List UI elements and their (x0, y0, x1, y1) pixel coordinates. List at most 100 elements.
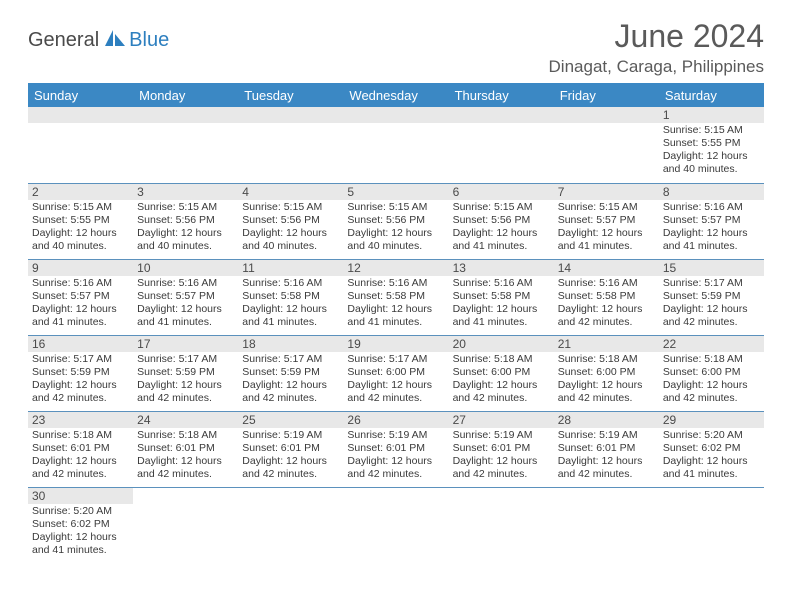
calendar-day-cell: 10Sunrise: 5:16 AMSunset: 5:57 PMDayligh… (133, 259, 238, 335)
calendar-day-cell: 21Sunrise: 5:18 AMSunset: 6:00 PMDayligh… (554, 335, 659, 411)
day-data: Sunrise: 5:20 AMSunset: 6:02 PMDaylight:… (32, 505, 129, 558)
day-data: Sunrise: 5:15 AMSunset: 5:56 PMDaylight:… (137, 201, 234, 254)
day-number: 5 (343, 184, 448, 200)
calendar-day-cell: 12Sunrise: 5:16 AMSunset: 5:58 PMDayligh… (343, 259, 448, 335)
day-number: 23 (28, 412, 133, 428)
day-data: Sunrise: 5:17 AMSunset: 5:59 PMDaylight:… (242, 353, 339, 406)
day-number: 9 (28, 260, 133, 276)
day-data: Sunrise: 5:16 AMSunset: 5:57 PMDaylight:… (32, 277, 129, 330)
day-number: 8 (659, 184, 764, 200)
calendar-week-row: 1Sunrise: 5:15 AMSunset: 5:55 PMDaylight… (28, 107, 764, 183)
calendar-day-cell: 7Sunrise: 5:15 AMSunset: 5:57 PMDaylight… (554, 183, 659, 259)
calendar-week-row: 9Sunrise: 5:16 AMSunset: 5:57 PMDaylight… (28, 259, 764, 335)
calendar-day-cell: 2Sunrise: 5:15 AMSunset: 5:55 PMDaylight… (28, 183, 133, 259)
day-number: 6 (449, 184, 554, 200)
calendar-day-cell: 5Sunrise: 5:15 AMSunset: 5:56 PMDaylight… (343, 183, 448, 259)
logo: General Blue (28, 28, 169, 53)
day-data: Sunrise: 5:16 AMSunset: 5:57 PMDaylight:… (663, 201, 760, 254)
day-number: 13 (449, 260, 554, 276)
calendar-table: SundayMondayTuesdayWednesdayThursdayFrid… (28, 83, 764, 563)
calendar-day-cell: 23Sunrise: 5:18 AMSunset: 6:01 PMDayligh… (28, 411, 133, 487)
day-data: Sunrise: 5:15 AMSunset: 5:56 PMDaylight:… (242, 201, 339, 254)
day-number-empty (343, 107, 448, 123)
day-number: 21 (554, 336, 659, 352)
calendar-day-cell: 28Sunrise: 5:19 AMSunset: 6:01 PMDayligh… (554, 411, 659, 487)
calendar-day-cell (659, 487, 764, 563)
calendar-day-cell: 4Sunrise: 5:15 AMSunset: 5:56 PMDaylight… (238, 183, 343, 259)
day-data: Sunrise: 5:19 AMSunset: 6:01 PMDaylight:… (347, 429, 444, 482)
day-data: Sunrise: 5:19 AMSunset: 6:01 PMDaylight:… (242, 429, 339, 482)
calendar-day-cell (343, 107, 448, 183)
calendar-day-cell: 14Sunrise: 5:16 AMSunset: 5:58 PMDayligh… (554, 259, 659, 335)
title-block: June 2024 Dinagat, Caraga, Philippines (549, 18, 764, 77)
day-number: 16 (28, 336, 133, 352)
day-number: 12 (343, 260, 448, 276)
calendar-day-cell: 27Sunrise: 5:19 AMSunset: 6:01 PMDayligh… (449, 411, 554, 487)
day-number: 25 (238, 412, 343, 428)
calendar-day-cell: 29Sunrise: 5:20 AMSunset: 6:02 PMDayligh… (659, 411, 764, 487)
day-number: 18 (238, 336, 343, 352)
calendar-day-cell: 11Sunrise: 5:16 AMSunset: 5:58 PMDayligh… (238, 259, 343, 335)
logo-text-general: General (28, 29, 99, 52)
day-number: 4 (238, 184, 343, 200)
calendar-day-cell (133, 107, 238, 183)
day-number: 11 (238, 260, 343, 276)
calendar-day-cell (133, 487, 238, 563)
calendar-day-cell: 18Sunrise: 5:17 AMSunset: 5:59 PMDayligh… (238, 335, 343, 411)
day-number: 27 (449, 412, 554, 428)
day-number: 29 (659, 412, 764, 428)
weekday-header: Friday (554, 83, 659, 107)
day-data: Sunrise: 5:19 AMSunset: 6:01 PMDaylight:… (558, 429, 655, 482)
day-data: Sunrise: 5:16 AMSunset: 5:58 PMDaylight:… (347, 277, 444, 330)
calendar-week-row: 30Sunrise: 5:20 AMSunset: 6:02 PMDayligh… (28, 487, 764, 563)
day-number: 2 (28, 184, 133, 200)
calendar-day-cell: 25Sunrise: 5:19 AMSunset: 6:01 PMDayligh… (238, 411, 343, 487)
calendar-day-cell: 9Sunrise: 5:16 AMSunset: 5:57 PMDaylight… (28, 259, 133, 335)
day-number: 17 (133, 336, 238, 352)
calendar-day-cell (554, 487, 659, 563)
day-data: Sunrise: 5:17 AMSunset: 6:00 PMDaylight:… (347, 353, 444, 406)
calendar-day-cell: 13Sunrise: 5:16 AMSunset: 5:58 PMDayligh… (449, 259, 554, 335)
day-number: 14 (554, 260, 659, 276)
calendar-day-cell: 1Sunrise: 5:15 AMSunset: 5:55 PMDaylight… (659, 107, 764, 183)
header: General Blue June 2024 Dinagat, Caraga, … (28, 18, 764, 77)
day-data: Sunrise: 5:18 AMSunset: 6:01 PMDaylight:… (137, 429, 234, 482)
day-data: Sunrise: 5:19 AMSunset: 6:01 PMDaylight:… (453, 429, 550, 482)
location: Dinagat, Caraga, Philippines (549, 57, 764, 77)
day-number: 15 (659, 260, 764, 276)
day-number: 19 (343, 336, 448, 352)
day-number: 26 (343, 412, 448, 428)
calendar-day-cell: 6Sunrise: 5:15 AMSunset: 5:56 PMDaylight… (449, 183, 554, 259)
calendar-day-cell: 26Sunrise: 5:19 AMSunset: 6:01 PMDayligh… (343, 411, 448, 487)
day-data: Sunrise: 5:17 AMSunset: 5:59 PMDaylight:… (32, 353, 129, 406)
day-data: Sunrise: 5:15 AMSunset: 5:56 PMDaylight:… (347, 201, 444, 254)
day-number-empty (449, 107, 554, 123)
weekday-header: Thursday (449, 83, 554, 107)
day-data: Sunrise: 5:18 AMSunset: 6:00 PMDaylight:… (558, 353, 655, 406)
calendar-day-cell: 8Sunrise: 5:16 AMSunset: 5:57 PMDaylight… (659, 183, 764, 259)
day-data: Sunrise: 5:17 AMSunset: 5:59 PMDaylight:… (663, 277, 760, 330)
weekday-header: Wednesday (343, 83, 448, 107)
day-data: Sunrise: 5:15 AMSunset: 5:56 PMDaylight:… (453, 201, 550, 254)
calendar-day-cell: 24Sunrise: 5:18 AMSunset: 6:01 PMDayligh… (133, 411, 238, 487)
day-number: 1 (659, 107, 764, 123)
day-number: 20 (449, 336, 554, 352)
day-data: Sunrise: 5:17 AMSunset: 5:59 PMDaylight:… (137, 353, 234, 406)
calendar-day-cell: 3Sunrise: 5:15 AMSunset: 5:56 PMDaylight… (133, 183, 238, 259)
day-number-empty (554, 107, 659, 123)
weekday-header: Saturday (659, 83, 764, 107)
day-data: Sunrise: 5:15 AMSunset: 5:57 PMDaylight:… (558, 201, 655, 254)
weekday-header: Tuesday (238, 83, 343, 107)
weekday-header-row: SundayMondayTuesdayWednesdayThursdayFrid… (28, 83, 764, 107)
calendar-day-cell (28, 107, 133, 183)
weekday-header: Sunday (28, 83, 133, 107)
calendar-day-cell (238, 107, 343, 183)
day-data: Sunrise: 5:15 AMSunset: 5:55 PMDaylight:… (663, 124, 760, 177)
weekday-header: Monday (133, 83, 238, 107)
day-number: 28 (554, 412, 659, 428)
calendar-day-cell: 20Sunrise: 5:18 AMSunset: 6:00 PMDayligh… (449, 335, 554, 411)
calendar-day-cell (343, 487, 448, 563)
calendar-week-row: 16Sunrise: 5:17 AMSunset: 5:59 PMDayligh… (28, 335, 764, 411)
logo-text-blue: Blue (129, 29, 169, 52)
calendar-day-cell (449, 107, 554, 183)
